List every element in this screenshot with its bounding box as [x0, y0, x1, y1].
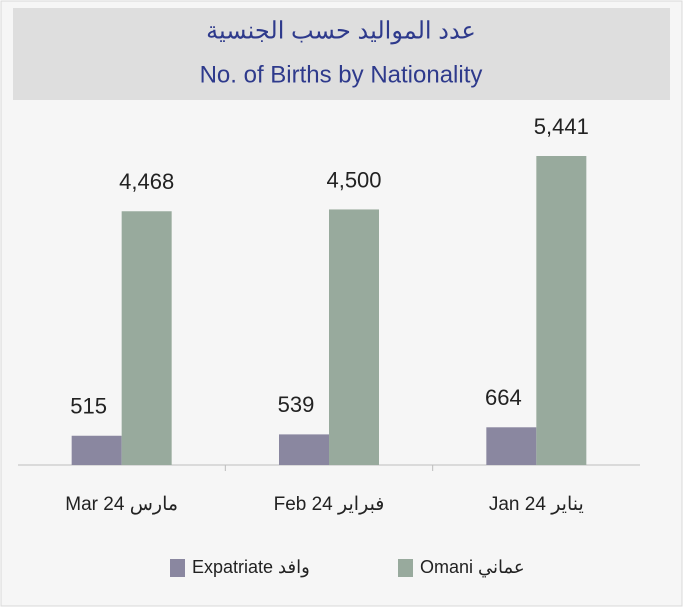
x-tick-label: Jan 24 يناير: [489, 494, 584, 515]
x-tick-label: Feb 24 فبراير: [274, 494, 385, 515]
bar: [486, 427, 537, 465]
bar: [121, 211, 172, 465]
x-tick-label: Mar 24 مارس: [65, 494, 178, 515]
legend-swatch: [170, 559, 185, 577]
bar: [329, 209, 379, 465]
legend-label: Expatriate وافد: [192, 557, 310, 578]
legend-label: Omani عماني: [420, 557, 525, 577]
bar: [279, 434, 329, 465]
bar: [71, 435, 122, 465]
data-label: 664: [485, 385, 522, 410]
bar: [536, 156, 587, 465]
chart-subtitle: No. of Births by Nationality: [200, 61, 483, 88]
chart-title: عدد المواليد حسب الجنسية: [206, 17, 476, 44]
data-label: 515: [70, 394, 107, 419]
title-band: [13, 8, 670, 100]
data-label: 4,468: [119, 169, 174, 194]
data-label: 4,500: [326, 167, 381, 192]
legend-swatch: [398, 559, 413, 577]
data-label: 539: [278, 392, 315, 417]
data-label: 5,441: [534, 114, 589, 139]
